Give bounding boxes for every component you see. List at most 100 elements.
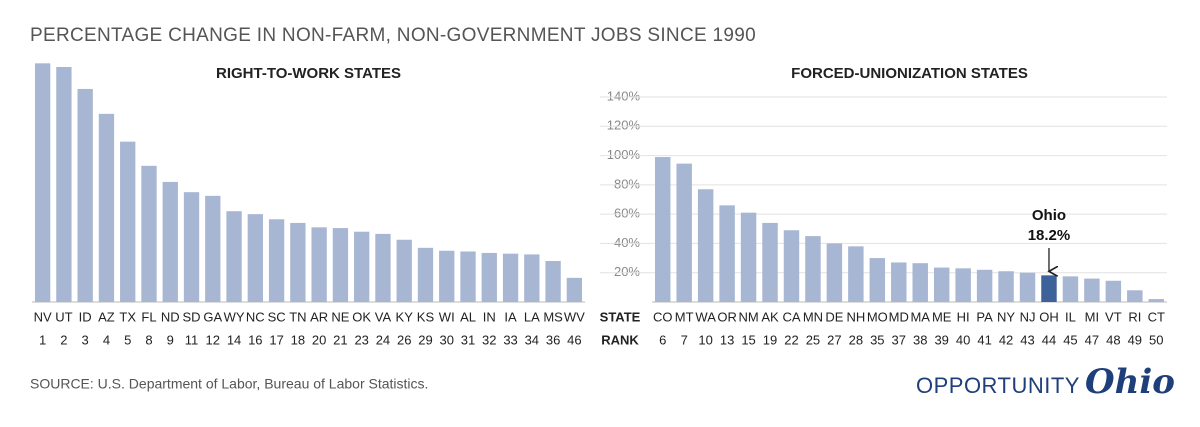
x-tick-label: AR xyxy=(310,309,328,324)
bar xyxy=(247,214,263,302)
x-tick-label: RI xyxy=(1128,309,1141,324)
bar xyxy=(205,195,221,302)
x-tick-label: WV xyxy=(564,309,585,324)
x-tick-label: MN xyxy=(803,309,823,324)
x-tick-label: TX xyxy=(119,309,136,324)
rank-label: 28 xyxy=(849,332,863,347)
rank-label: 27 xyxy=(827,332,841,347)
x-tick-label: MA xyxy=(910,309,930,324)
x-tick-label: MI xyxy=(1085,309,1099,324)
x-tick-label: AK xyxy=(761,309,779,324)
rank-label: 49 xyxy=(1128,332,1142,347)
rank-label: 17 xyxy=(269,332,283,347)
chart-title: RIGHT-TO-WORK STATES xyxy=(216,65,401,82)
y-tick-label: 20% xyxy=(614,264,640,279)
x-tick-label: OR xyxy=(717,309,737,324)
x-tick-label: NC xyxy=(246,309,265,324)
x-tick-label: CO xyxy=(653,309,673,324)
bar xyxy=(1084,278,1100,302)
bar xyxy=(417,247,434,302)
rank-label: 34 xyxy=(525,332,539,347)
rank-label: 42 xyxy=(999,332,1013,347)
x-tick-label: SC xyxy=(268,309,286,324)
bar xyxy=(268,219,285,302)
y-tick-label: 100% xyxy=(607,147,641,162)
logo-word: OPPORTUNITY xyxy=(916,373,1080,398)
rank-label: 14 xyxy=(227,332,241,347)
rank-label: 10 xyxy=(698,332,712,347)
bar xyxy=(396,239,412,302)
x-tick-label: IL xyxy=(1065,309,1076,324)
rank-label: 16 xyxy=(248,332,262,347)
x-tick-label: FL xyxy=(141,309,156,324)
rank-label: 25 xyxy=(806,332,820,347)
x-tick-label: VT xyxy=(1105,309,1122,324)
y-tick-label: 140% xyxy=(607,88,641,103)
rank-label: 48 xyxy=(1106,332,1120,347)
x-tick-label: NM xyxy=(738,309,758,324)
rank-label: 23 xyxy=(354,332,368,347)
rank-label: 26 xyxy=(397,332,411,347)
x-tick-label: ND xyxy=(161,309,180,324)
x-tick-label: IN xyxy=(483,309,496,324)
x-tick-label: KS xyxy=(417,309,435,324)
rank-label: 5 xyxy=(124,332,131,347)
rank-label: 13 xyxy=(720,332,734,347)
bar xyxy=(34,63,51,303)
x-tick-label: OH xyxy=(1039,309,1059,324)
rank-label: 40 xyxy=(956,332,970,347)
rank-label: 18 xyxy=(291,332,305,347)
bar xyxy=(226,211,242,302)
rank-label: 44 xyxy=(1042,332,1056,347)
value-label: 18.2% xyxy=(1028,227,1071,244)
bar xyxy=(1127,290,1143,302)
rank-label: 41 xyxy=(977,332,991,347)
bar xyxy=(976,269,993,302)
bar xyxy=(1105,280,1122,302)
rank-label: 19 xyxy=(763,332,777,347)
bar xyxy=(719,205,735,302)
bar xyxy=(77,88,93,302)
bar xyxy=(460,251,476,302)
bar xyxy=(676,163,692,302)
x-tick-label: NH xyxy=(846,309,865,324)
rank-label: 50 xyxy=(1149,332,1163,347)
rank-label: 39 xyxy=(934,332,948,347)
rank-label: 47 xyxy=(1085,332,1099,347)
bar xyxy=(98,113,115,302)
rank-label: 11 xyxy=(185,332,199,347)
x-tick-label: HI xyxy=(957,309,970,324)
x-tick-label: LA xyxy=(524,309,540,324)
bar xyxy=(545,261,561,302)
bar xyxy=(375,233,391,302)
x-tick-label: SD xyxy=(182,309,200,324)
x-tick-label: PA xyxy=(976,309,993,324)
rank-label: 38 xyxy=(913,332,927,347)
x-tick-label: OK xyxy=(352,309,371,324)
row-label: STATE xyxy=(600,309,641,324)
bar xyxy=(439,250,455,302)
rank-label: 37 xyxy=(892,332,906,347)
bar xyxy=(655,157,671,302)
bar xyxy=(955,268,971,302)
bar xyxy=(1148,299,1164,302)
y-tick-label: 80% xyxy=(614,176,640,191)
x-tick-label: UT xyxy=(55,309,72,324)
annotation-label: Ohio xyxy=(1032,207,1066,224)
bar xyxy=(869,258,886,302)
bar xyxy=(805,236,821,302)
rank-label: 46 xyxy=(567,332,581,347)
bar xyxy=(290,222,306,302)
bar xyxy=(1041,275,1057,302)
x-tick-label: NV xyxy=(34,309,52,324)
rank-label: 45 xyxy=(1063,332,1077,347)
rank-label: 24 xyxy=(376,332,390,347)
x-tick-label: ME xyxy=(932,309,952,324)
x-tick-label: VA xyxy=(375,309,392,324)
bar xyxy=(783,230,800,302)
bar xyxy=(826,243,843,302)
bar xyxy=(311,227,327,302)
page-title: PERCENTAGE CHANGE IN NON-FARM, NON-GOVER… xyxy=(30,25,756,46)
rank-label: 15 xyxy=(741,332,755,347)
